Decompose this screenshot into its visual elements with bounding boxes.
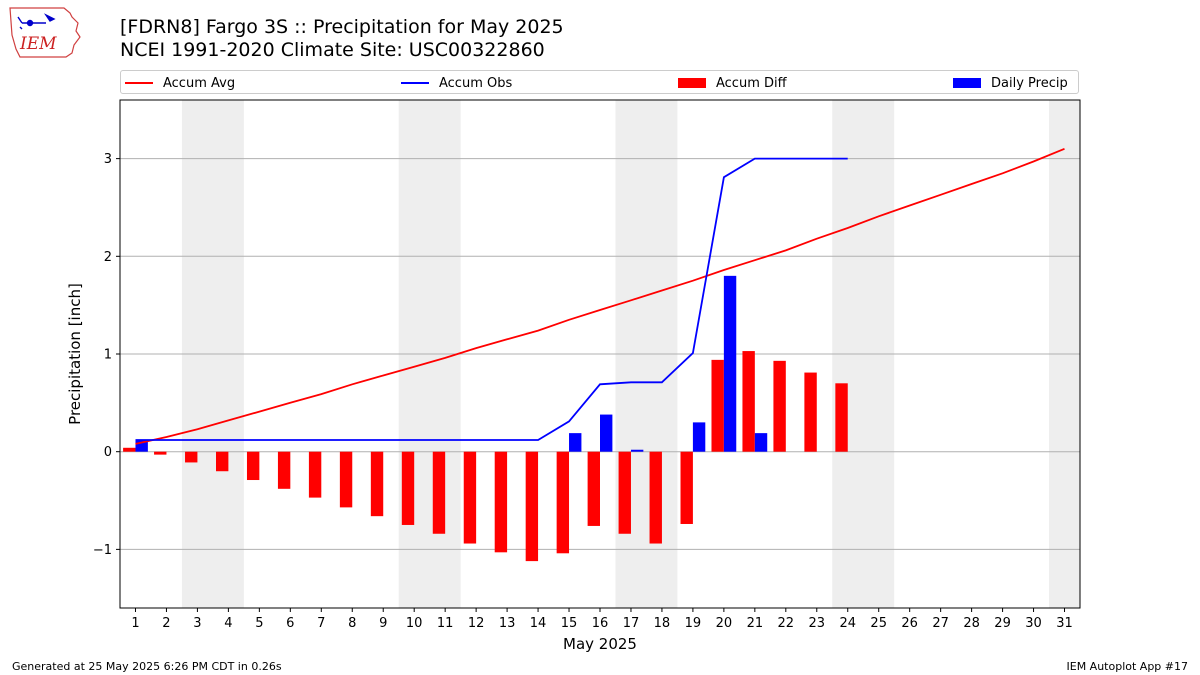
- accum-diff-bar: [154, 451, 167, 455]
- accum-diff-bar: [618, 451, 631, 534]
- accum-diff-bar: [216, 451, 229, 472]
- accum-diff-bar: [494, 451, 508, 553]
- legend-label: Accum Obs: [439, 75, 513, 91]
- weather-symbols-icon: [17, 13, 56, 30]
- legend-swatch-line: [125, 82, 153, 84]
- accum-diff-bar: [835, 383, 848, 452]
- x-tick-label: 21: [747, 616, 764, 631]
- x-tick-label: 24: [839, 616, 856, 631]
- legend-label: Daily Precip: [991, 75, 1068, 91]
- legend-item-daily-precip: Daily Precip: [953, 74, 1068, 92]
- daily-precip-bar: [723, 275, 737, 452]
- x-tick-label: 16: [592, 616, 609, 631]
- logo-text: IEM: [19, 34, 57, 54]
- x-tick-label: 12: [468, 616, 485, 631]
- accum-diff-bar: [277, 451, 291, 489]
- x-tick-label: 1: [131, 616, 139, 631]
- accum-diff-bar: [556, 451, 570, 554]
- accum-diff-bar: [123, 447, 136, 452]
- legend-label: Accum Avg: [163, 75, 236, 91]
- x-tick-label: 18: [654, 616, 671, 631]
- accum-diff-bar: [463, 451, 477, 544]
- accum-diff-bar: [246, 451, 260, 481]
- daily-precip-bar: [630, 449, 644, 452]
- accum-diff-bar: [804, 372, 817, 452]
- legend-swatch-bar: [678, 78, 706, 88]
- x-tick-label: 30: [1025, 616, 1042, 631]
- y-tick-label: 2: [104, 250, 112, 265]
- x-tick-label: 13: [499, 616, 516, 631]
- accum-obs-line: [135, 157, 848, 441]
- legend-label: Accum Diff: [716, 75, 787, 91]
- iem-logo: IEM: [9, 7, 81, 58]
- y-tick-label: −1: [93, 543, 112, 558]
- x-tick-label: 7: [317, 616, 325, 631]
- y-axis-label: Precipitation [inch]: [66, 283, 84, 425]
- accum-diff-bar: [432, 451, 446, 534]
- x-tick-label: 17: [623, 616, 640, 631]
- iowa-outline-icon: [9, 7, 81, 58]
- x-tick-label: 19: [685, 616, 702, 631]
- x-tick-label: 10: [406, 616, 423, 631]
- legend-swatch-line: [401, 82, 429, 84]
- chart-subtitle: NCEI 1991-2020 Climate Site: USC00322860: [120, 39, 545, 61]
- accum-diff-bar: [711, 359, 724, 452]
- footer-app-id: IEM Autoplot App #17: [1066, 660, 1189, 673]
- daily-precip-bar: [569, 433, 582, 452]
- x-tick-label: 22: [778, 616, 795, 631]
- accum-diff-bar: [308, 451, 322, 498]
- x-tick-label: 23: [809, 616, 826, 631]
- x-tick-label: 8: [348, 616, 356, 631]
- daily-precip-bar: [600, 414, 613, 452]
- x-tick-label: 11: [437, 616, 454, 631]
- x-tick-label: 4: [224, 616, 232, 631]
- x-tick-label: 2: [162, 616, 170, 631]
- footer-generated-text: Generated at 25 May 2025 6:26 PM CDT in …: [12, 660, 282, 673]
- x-tick-label: 9: [379, 616, 387, 631]
- accum-diff-bar: [401, 451, 415, 525]
- chart-title: [FDRN8] Fargo 3S :: Precipitation for Ma…: [120, 16, 564, 38]
- x-tick-label: 27: [932, 616, 949, 631]
- accum-diff-bar: [339, 451, 353, 508]
- x-tick-label: 14: [530, 616, 547, 631]
- daily-precip-bar: [754, 433, 768, 452]
- accum-diff-bar: [773, 360, 786, 452]
- x-tick-label: 28: [963, 616, 980, 631]
- accum-diff-bar: [370, 451, 384, 517]
- accum-diff-bar: [649, 451, 662, 544]
- accum-diff-bar: [525, 451, 539, 562]
- accum-diff-bar: [587, 451, 600, 526]
- accum-diff-bar: [680, 451, 693, 524]
- daily-precip-bar: [135, 439, 148, 452]
- x-tick-label: 15: [561, 616, 578, 631]
- x-tick-label: 6: [286, 616, 294, 631]
- x-tick-label: 3: [193, 616, 201, 631]
- x-tick-label: 26: [901, 616, 918, 631]
- legend-item-accum-obs: Accum Obs: [401, 74, 512, 92]
- accum-diff-bar: [185, 451, 198, 463]
- y-tick-label: 3: [104, 152, 112, 167]
- legend-item-accum-avg: Accum Avg: [125, 74, 235, 92]
- x-axis-label: May 2025: [563, 635, 637, 653]
- accum-avg-line: [135, 147, 1065, 445]
- legend: Accum Avg Accum Obs Accum Diff Daily Pre…: [120, 70, 1079, 94]
- x-tick-label: 29: [994, 616, 1011, 631]
- accum-diff-bar: [742, 351, 755, 452]
- y-tick-label: 1: [104, 348, 112, 363]
- y-tick-label: 0: [104, 445, 112, 460]
- x-tick-label: 5: [255, 616, 263, 631]
- legend-swatch-bar: [953, 78, 981, 88]
- x-tick-label: 31: [1056, 616, 1073, 631]
- x-tick-label: 25: [870, 616, 887, 631]
- daily-precip-bar: [692, 422, 706, 452]
- x-tick-label: 20: [716, 616, 733, 631]
- legend-item-accum-diff: Accum Diff: [678, 74, 787, 92]
